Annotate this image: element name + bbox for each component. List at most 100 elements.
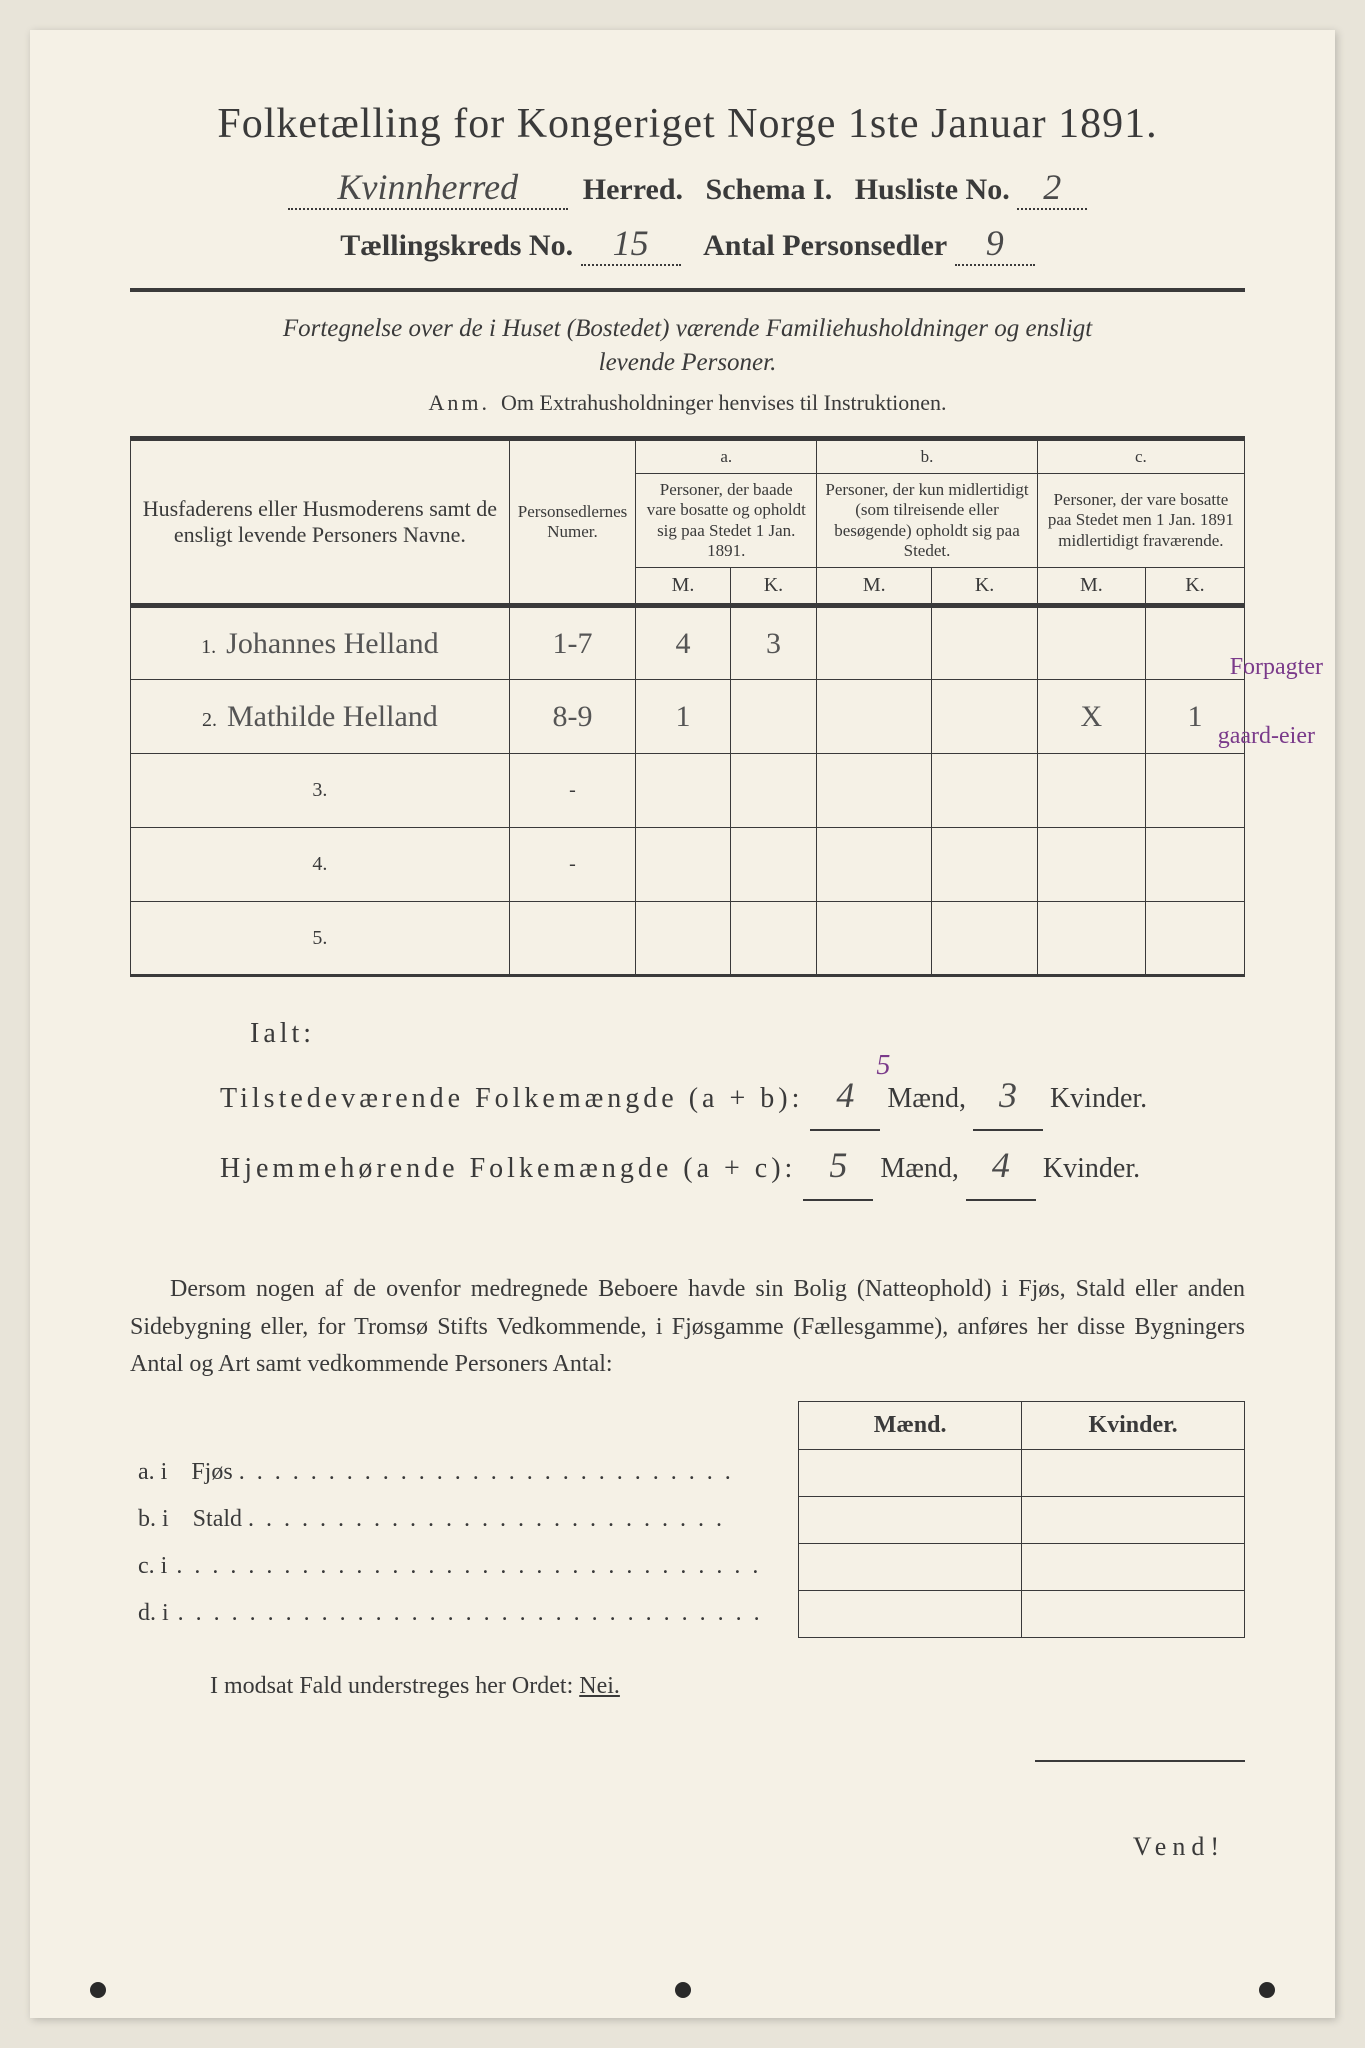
col-a-text: Personer, der baade vare bosatte og opho… — [636, 473, 817, 568]
tilstede-maend: 4 5 — [810, 1061, 880, 1131]
cell — [1037, 754, 1145, 828]
cell — [799, 1496, 1022, 1543]
col-c-k: K. — [1145, 568, 1244, 606]
main-table-wrap: Husfaderens eller Husmoderens samt de en… — [130, 436, 1245, 978]
row-num: 8-9 — [509, 680, 636, 754]
vend-rule — [1035, 1760, 1245, 1762]
dots: . . . . . . . . . . . . . . . . . . . . … — [169, 1600, 763, 1626]
col-a-m: M. — [636, 568, 730, 606]
building-paragraph: Dersom nogen af de ovenfor medregnede Be… — [130, 1271, 1245, 1383]
cell — [817, 754, 932, 828]
cell: - — [509, 828, 636, 902]
cell: 3 — [730, 606, 817, 680]
cell — [799, 1543, 1022, 1590]
row-num: 1-7 — [509, 606, 636, 680]
margin-note-1: Forpagter — [1230, 654, 1323, 681]
cell: - — [509, 754, 636, 828]
list-item: d. i . . . . . . . . . . . . . . . . . .… — [130, 1590, 1245, 1637]
header-line-2: Kvinnherred Herred. Schema I. Husliste N… — [130, 166, 1245, 210]
cell — [799, 1590, 1022, 1637]
ialt-label: Ialt: — [250, 1018, 315, 1049]
modsat-line: I modsat Fald understreges her Ordet: Ne… — [130, 1673, 1245, 1700]
table-row: 5. — [131, 902, 1245, 976]
totals-line-1: Tilstedeværende Folkemængde (a + b): 4 5… — [220, 1061, 1245, 1131]
col-b-m: M. — [817, 568, 932, 606]
cell: 1 — [636, 680, 730, 754]
cell — [817, 680, 932, 754]
col-c-text: Personer, der vare bosatte paa Stedet me… — [1037, 473, 1244, 568]
tilstede-label: Tilstedeværende Folkemængde (a + b): — [220, 1083, 803, 1114]
correction: 5 — [876, 1039, 890, 1092]
dots: . . . . . . . . . . . . . . . . . . . . … — [248, 1506, 725, 1532]
table-row: 2. Mathilde Helland 8-9 1 X 1 — [131, 680, 1245, 754]
col-a-k: K. — [730, 568, 817, 606]
cell — [636, 754, 730, 828]
kreds-value: 15 — [581, 222, 681, 266]
col-c-label: c. — [1037, 438, 1244, 473]
list-item: a. i Fjøs . . . . . . . . . . . . . . . … — [130, 1449, 1245, 1496]
col-b-label: b. — [817, 438, 1038, 473]
modsat-text: I modsat Fald understreges her Ordet: — [210, 1673, 579, 1699]
cell — [932, 754, 1037, 828]
cell — [932, 680, 1037, 754]
maend-label: Mænd, — [887, 1083, 966, 1114]
table-row: 3. - — [131, 754, 1245, 828]
kvinder-label: Kvinder. — [1050, 1083, 1147, 1114]
cell — [817, 828, 932, 902]
schema-label: Schema I. — [706, 173, 833, 206]
item-text: Fjøs — [191, 1459, 232, 1485]
cell — [1022, 1543, 1245, 1590]
cell — [1145, 828, 1244, 902]
lower-table: Mænd. Kvinder. a. i Fjøs . . . . . . . .… — [130, 1401, 1245, 1638]
lower-maend-header: Mænd. — [799, 1401, 1022, 1449]
subtitle: Fortegnelse over de i Huset (Bostedet) v… — [130, 312, 1245, 380]
dots: . . . . . . . . . . . . . . . . . . . . … — [239, 1459, 734, 1485]
antal-value: 9 — [955, 222, 1035, 266]
table-row: 4. - — [131, 828, 1245, 902]
item-text: Stald — [193, 1506, 242, 1532]
row-name: 5. — [131, 902, 510, 976]
punch-hole-icon — [90, 1982, 106, 1998]
herred-value: Kvinnherred — [288, 166, 568, 210]
cell — [1037, 606, 1145, 680]
cell — [817, 902, 932, 976]
col-b-text: Personer, der kun midlertidigt (som tilr… — [817, 473, 1038, 568]
divider — [130, 288, 1245, 292]
cell — [932, 606, 1037, 680]
subtitle-line1: Fortegnelse over de i Huset (Bostedet) v… — [283, 315, 1092, 342]
cell — [932, 902, 1037, 976]
item-label: b. i — [138, 1506, 169, 1532]
husliste-label: Husliste No. — [855, 173, 1010, 206]
cell — [730, 680, 817, 754]
col-c-m: M. — [1037, 568, 1145, 606]
cell: X — [1037, 680, 1145, 754]
row-name: 3. — [131, 754, 510, 828]
cell — [730, 828, 817, 902]
header-line-3: Tællingskreds No. 15 Antal Personsedler … — [130, 222, 1245, 266]
row-name: 4. — [131, 828, 510, 902]
item-label: c. i — [138, 1553, 167, 1579]
cell — [1037, 828, 1145, 902]
punch-hole-icon — [1259, 1982, 1275, 1998]
tilstede-kvinder: 3 — [973, 1061, 1043, 1131]
hjemme-kvinder: 4 — [966, 1131, 1036, 1201]
cell — [1022, 1590, 1245, 1637]
herred-label: Herred. — [583, 173, 683, 206]
cell — [1022, 1496, 1245, 1543]
dots: . . . . . . . . . . . . . . . . . . . . … — [167, 1553, 761, 1579]
cell — [1145, 902, 1244, 976]
main-table: Husfaderens eller Husmoderens samt de en… — [130, 436, 1245, 978]
punch-hole-icon — [675, 1982, 691, 1998]
cell — [730, 754, 817, 828]
nei-word: Nei. — [579, 1673, 620, 1699]
list-item: c. i . . . . . . . . . . . . . . . . . .… — [130, 1543, 1245, 1590]
cell — [1022, 1449, 1245, 1496]
anm-label: Anm. — [429, 390, 491, 415]
hjemme-label: Hjemmehørende Folkemængde (a + c): — [220, 1153, 796, 1184]
item-label: a. i — [138, 1459, 167, 1485]
page-title: Folketælling for Kongeriget Norge 1ste J… — [130, 100, 1245, 148]
cell — [932, 828, 1037, 902]
margin-note-2: gaard-eier — [1218, 726, 1315, 748]
maend-label: Mænd, — [880, 1153, 959, 1184]
lower-kvinder-header: Kvinder. — [1022, 1401, 1245, 1449]
